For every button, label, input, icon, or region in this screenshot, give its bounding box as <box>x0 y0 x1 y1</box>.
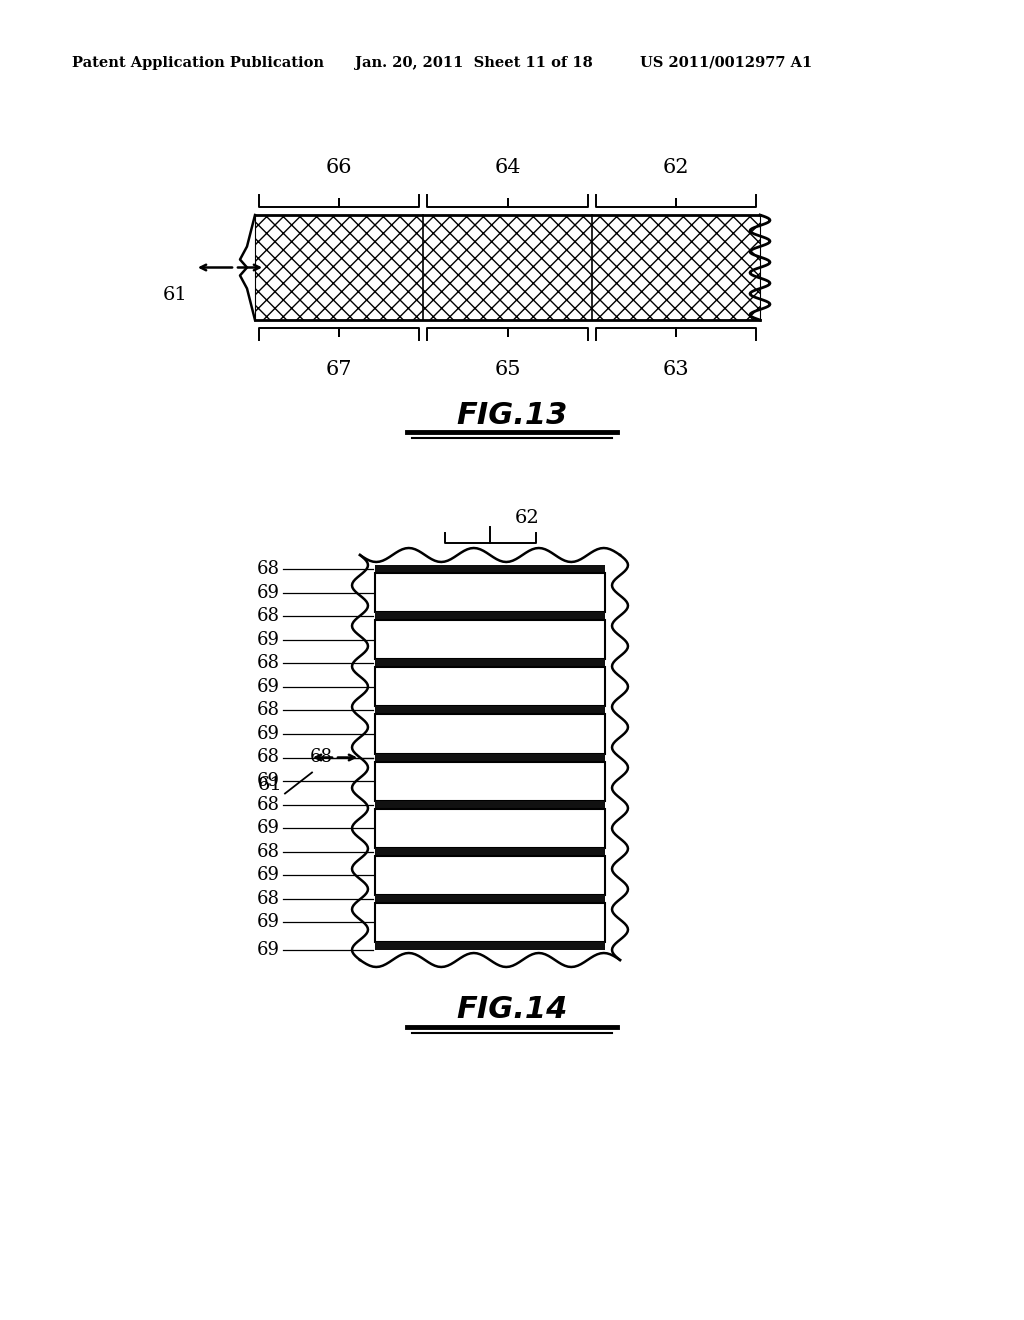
Bar <box>375 706 605 714</box>
Text: 66: 66 <box>326 158 352 177</box>
Bar <box>255 215 760 319</box>
Text: 63: 63 <box>663 360 689 379</box>
Bar <box>375 754 605 762</box>
Text: 68: 68 <box>257 560 280 578</box>
Text: 69: 69 <box>257 913 280 932</box>
Bar <box>375 659 605 667</box>
Text: 68: 68 <box>310 748 333 767</box>
Bar <box>375 612 605 620</box>
Bar <box>375 809 605 847</box>
Text: 68: 68 <box>257 655 280 672</box>
Text: 69: 69 <box>257 820 280 837</box>
Text: 68: 68 <box>257 701 280 719</box>
Text: 62: 62 <box>663 158 689 177</box>
Bar <box>375 801 605 809</box>
Text: 68: 68 <box>257 842 280 861</box>
Text: 61: 61 <box>258 776 283 795</box>
Bar <box>375 903 605 942</box>
Bar <box>360 554 620 960</box>
Text: 65: 65 <box>495 360 521 379</box>
Text: Patent Application Publication: Patent Application Publication <box>72 55 324 70</box>
Text: FIG.14: FIG.14 <box>457 995 567 1024</box>
Text: 69: 69 <box>257 772 280 791</box>
Bar <box>375 847 605 855</box>
Text: 69: 69 <box>257 725 280 743</box>
Bar <box>375 667 605 706</box>
Text: 62: 62 <box>515 510 540 527</box>
Text: US 2011/0012977 A1: US 2011/0012977 A1 <box>640 55 812 70</box>
Bar <box>375 620 605 659</box>
Bar <box>375 573 605 612</box>
Bar <box>375 565 605 573</box>
Text: FIG.13: FIG.13 <box>457 400 567 429</box>
Text: 68: 68 <box>257 796 280 813</box>
Bar <box>375 942 605 950</box>
Text: 69: 69 <box>257 583 280 602</box>
Text: 68: 68 <box>257 748 280 767</box>
Text: 64: 64 <box>495 158 521 177</box>
Text: 69: 69 <box>257 631 280 648</box>
Text: 61: 61 <box>163 286 187 305</box>
Text: 68: 68 <box>257 890 280 908</box>
Text: Jan. 20, 2011  Sheet 11 of 18: Jan. 20, 2011 Sheet 11 of 18 <box>355 55 593 70</box>
Text: 69: 69 <box>257 941 280 960</box>
Text: 69: 69 <box>257 677 280 696</box>
Bar <box>375 855 605 895</box>
Text: 68: 68 <box>257 607 280 626</box>
Text: 69: 69 <box>257 866 280 884</box>
Text: 67: 67 <box>326 360 352 379</box>
Bar <box>375 714 605 754</box>
Bar <box>255 215 760 319</box>
Bar <box>375 895 605 903</box>
Bar <box>375 762 605 801</box>
